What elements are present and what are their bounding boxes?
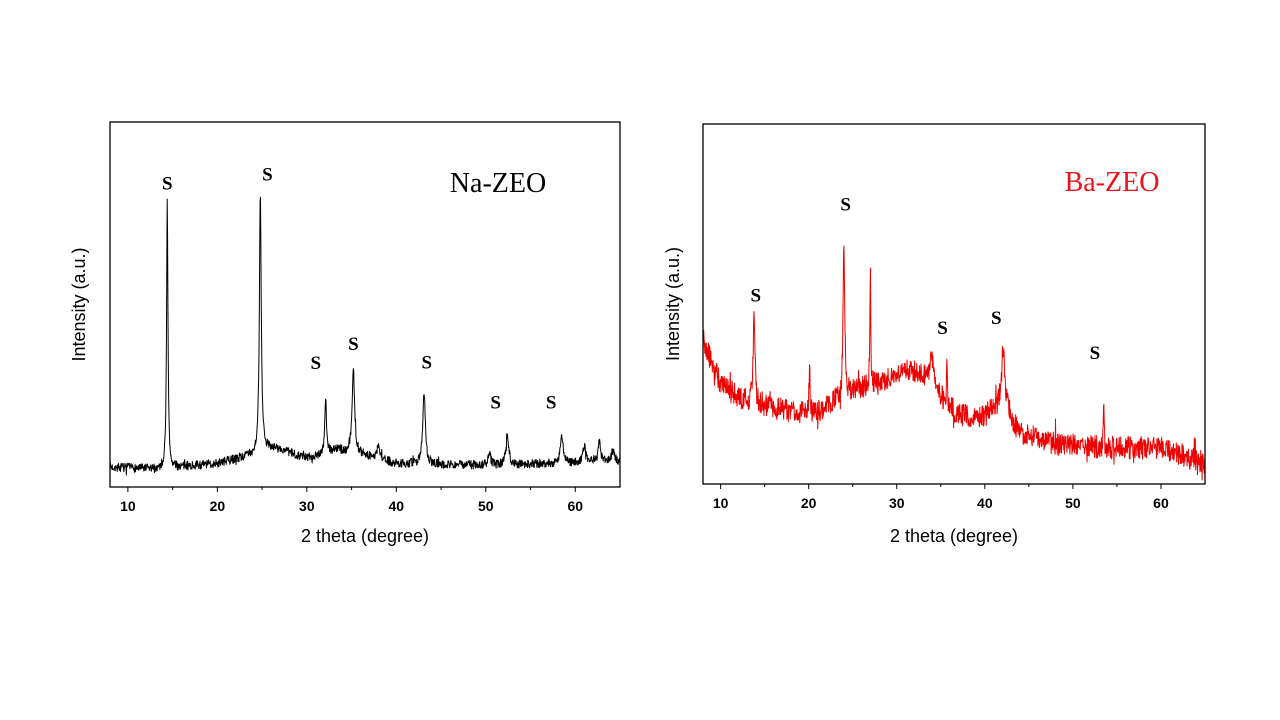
peak-marker-label: S: [311, 353, 322, 374]
peak-marker-label: S: [421, 352, 432, 373]
y-axis-title: Intensity (a.u.): [663, 247, 683, 361]
spectrum-line: [110, 196, 620, 476]
peak-marker-label: S: [348, 334, 359, 355]
x-ticks: [720, 484, 1162, 489]
sample-label: Ba-ZEO: [1065, 167, 1160, 198]
x-tick-label: 50: [478, 498, 494, 514]
peak-marker-label: S: [937, 318, 948, 339]
x-tick-label: 20: [210, 498, 226, 514]
x-tick-labels: 10 20 30 40 50 60: [713, 495, 1169, 511]
x-axis-title: 2 theta (degree): [890, 526, 1018, 546]
x-tick-label: 60: [567, 498, 583, 514]
peak-markers: S S S S S S S: [162, 164, 556, 413]
peak-marker-label: S: [490, 393, 501, 414]
x-tick-label: 10: [120, 498, 136, 514]
spectrum-line-group: [110, 196, 620, 476]
peak-marker-label: S: [751, 285, 762, 306]
spectrum-line: [703, 245, 1205, 481]
x-tick-label: 20: [801, 495, 817, 511]
y-axis-title: Intensity (a.u.): [69, 247, 89, 361]
peak-markers: S S S S S: [751, 194, 1101, 364]
spectrum-line-group: [703, 245, 1205, 481]
x-ticks: [127, 487, 576, 492]
x-tick-label: 10: [713, 495, 729, 511]
x-tick-label: 40: [389, 498, 405, 514]
chart-ba-zeo: 10 20 30 40 50 60 S S S S S Ba-ZEO 2 theta (degre…: [663, 123, 1206, 546]
peak-marker-label: S: [840, 194, 851, 215]
x-tick-label: 50: [1065, 495, 1081, 511]
x-tick-label: 60: [1153, 495, 1169, 511]
x-tick-labels: 10 20 30 40 50 60: [120, 498, 583, 514]
x-tick-label: 40: [977, 495, 993, 511]
peak-marker-label: S: [1090, 343, 1101, 364]
peak-marker-label: S: [991, 308, 1002, 329]
x-axis-title: 2 theta (degree): [301, 526, 429, 546]
sample-label: Na-ZEO: [450, 168, 546, 199]
chart-na-zeo: 10 20 30 40 50 60 S S S S S S S Na-ZEO 2 theta (deg…: [69, 121, 621, 546]
peak-marker-label: S: [262, 164, 273, 185]
x-tick-label: 30: [299, 498, 315, 514]
x-tick-label: 30: [889, 495, 905, 511]
peak-marker-label: S: [546, 393, 557, 414]
peak-marker-label: S: [162, 174, 173, 195]
plot-frame: [702, 123, 1206, 485]
plot-frame: [109, 121, 621, 488]
